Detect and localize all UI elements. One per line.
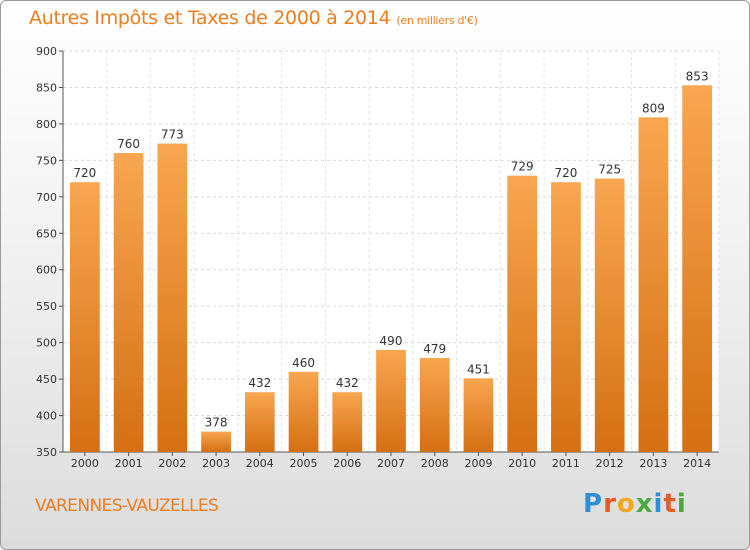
data-label: 490	[380, 334, 403, 348]
data-label: 720	[73, 166, 96, 180]
x-tick-label: 2002	[158, 457, 186, 470]
bar	[682, 85, 713, 452]
y-tick-label: 400	[36, 410, 57, 423]
data-label: 853	[686, 69, 709, 83]
y-tick-label: 500	[36, 337, 57, 350]
x-tick-label: 2009	[464, 457, 492, 470]
y-tick-label: 850	[36, 81, 57, 94]
bar	[157, 143, 188, 452]
data-label: 378	[205, 416, 228, 430]
bar	[551, 182, 581, 452]
logo-letter: P	[583, 489, 604, 519]
chart-unit: (en milliers d'€)	[396, 14, 478, 27]
x-tick-label: 2006	[333, 457, 361, 470]
y-tick-label: 900	[36, 45, 57, 58]
x-tick-label: 2000	[71, 457, 99, 470]
x-tick-label: 2010	[508, 457, 536, 470]
bar	[201, 431, 231, 452]
y-tick-label: 450	[36, 373, 57, 386]
x-tick-label: 2013	[639, 457, 667, 470]
bar	[113, 153, 144, 452]
axes: 350 400 450 500 550 600 650 700 750 800 850 900 2000…	[36, 45, 719, 470]
bar	[244, 392, 275, 452]
x-tick-label: 2014	[683, 457, 711, 470]
x-tick-label: 2001	[115, 457, 143, 470]
bar	[638, 117, 669, 452]
bar	[69, 182, 100, 452]
y-tick-label: 650	[36, 227, 57, 240]
bar	[332, 392, 363, 452]
x-tick-label: 2004	[246, 457, 274, 470]
bar	[463, 378, 494, 452]
chart-title: Autres Impôts et Taxes de 2000 à 2014 (en…	[29, 7, 478, 29]
data-label: 729	[511, 160, 534, 174]
x-tick-label: 2003	[202, 457, 230, 470]
x-tick-label: 2007	[377, 457, 405, 470]
bar	[288, 371, 319, 452]
data-label: 773	[161, 128, 184, 142]
logo-letter: o	[616, 489, 636, 519]
logo-letter: r	[603, 489, 617, 519]
chart-title-text: Autres Impôts et Taxes de 2000 à 2014	[29, 7, 391, 29]
logo-letter: x	[635, 489, 654, 519]
y-tick-label: 600	[36, 264, 57, 277]
data-label: 479	[423, 342, 446, 356]
bar	[419, 357, 450, 452]
data-labels: 720 760 773 378 432 460 432 490 479 451 729 720 725 8…	[73, 69, 708, 429]
bar	[594, 178, 625, 452]
x-tick-label: 2005	[290, 457, 318, 470]
bar	[507, 175, 538, 452]
data-label: 720	[554, 166, 577, 180]
x-tick-label: 2011	[552, 457, 580, 470]
data-label: 432	[248, 376, 271, 390]
data-label: 760	[117, 137, 140, 151]
data-label: 460	[292, 356, 315, 370]
bar	[376, 349, 406, 452]
y-tick-label: 550	[36, 300, 57, 313]
y-tick-label: 750	[36, 154, 57, 167]
logo-letter: i	[653, 489, 664, 519]
x-tick-label: 2012	[596, 457, 624, 470]
data-label: 451	[467, 362, 490, 376]
x-tick-label: 2008	[421, 457, 449, 470]
proxiti-logo[interactable]: Proxiti	[583, 489, 687, 519]
data-label: 809	[642, 101, 665, 115]
bars	[69, 85, 713, 452]
logo-letter: i	[676, 489, 687, 519]
city-name: VARENNES-VAUZELLES	[35, 496, 219, 516]
data-label: 432	[336, 376, 359, 390]
y-tick-label: 800	[36, 118, 57, 131]
logo-letter: t	[663, 489, 677, 519]
y-tick-label: 350	[36, 446, 57, 459]
data-label: 725	[598, 163, 621, 177]
y-tick-label: 700	[36, 191, 57, 204]
